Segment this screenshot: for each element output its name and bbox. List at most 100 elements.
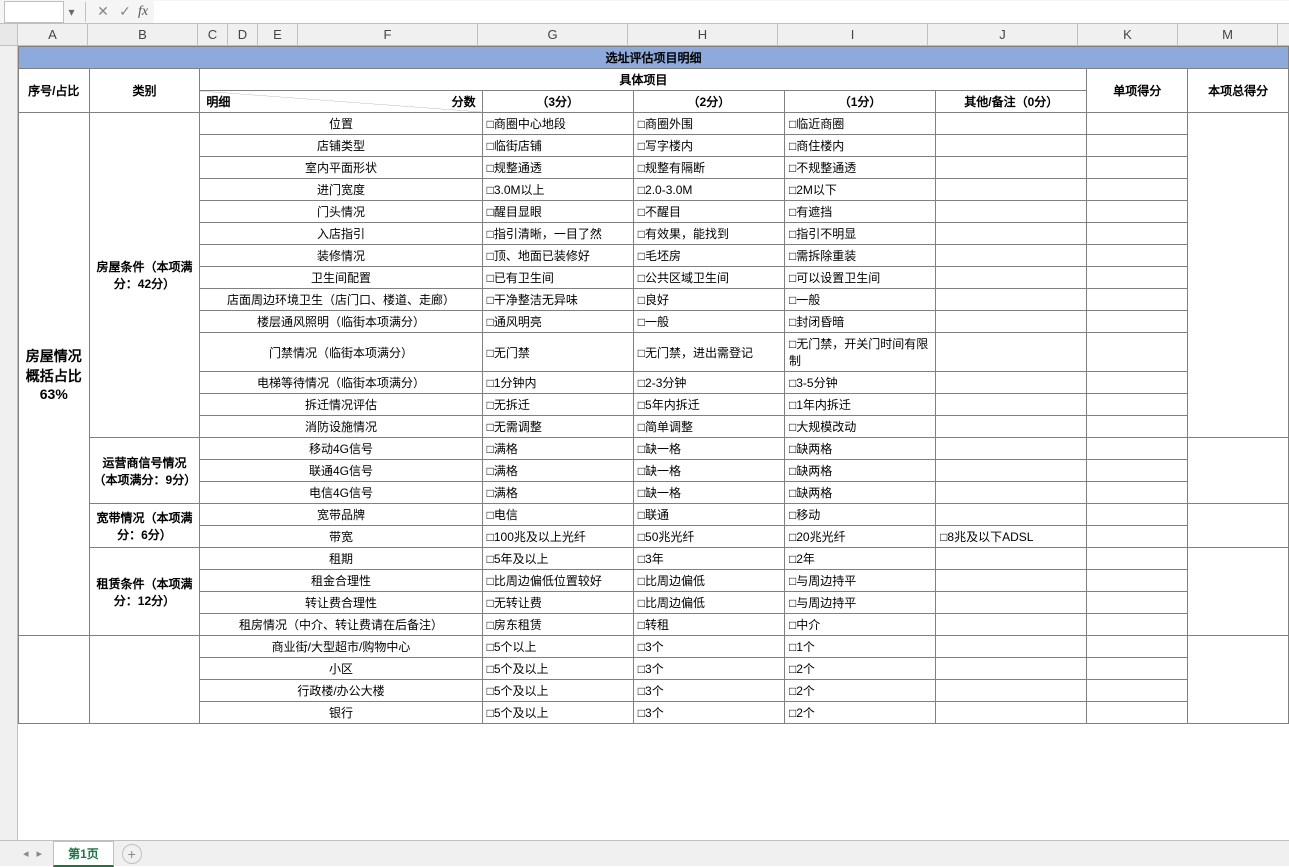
- option-other[interactable]: [936, 658, 1087, 680]
- option-3[interactable]: □5个以上: [482, 636, 633, 658]
- option-3[interactable]: □干净整洁无异味: [482, 289, 633, 311]
- detail-cell[interactable]: 店面周边环境卫生（店门口、楼道、走廊）: [200, 289, 482, 311]
- group-total-cell[interactable]: [1188, 636, 1289, 724]
- option-other[interactable]: [936, 570, 1087, 592]
- option-2[interactable]: □3个: [633, 636, 784, 658]
- option-other[interactable]: [936, 201, 1087, 223]
- single-score-cell[interactable]: [1087, 460, 1188, 482]
- detail-cell[interactable]: 宽带品牌: [200, 504, 482, 526]
- detail-cell[interactable]: 租房情况（中介、转让费请在后备注）: [200, 614, 482, 636]
- option-other[interactable]: [936, 223, 1087, 245]
- option-1[interactable]: □封闭昏暗: [784, 311, 935, 333]
- option-1[interactable]: □2个: [784, 680, 935, 702]
- column-header-C[interactable]: C: [198, 24, 228, 45]
- option-3[interactable]: □满格: [482, 482, 633, 504]
- option-1[interactable]: □有遮挡: [784, 201, 935, 223]
- column-header-E[interactable]: E: [258, 24, 298, 45]
- option-2[interactable]: □有效果，能找到: [633, 223, 784, 245]
- option-other[interactable]: [936, 179, 1087, 201]
- option-other[interactable]: [936, 680, 1087, 702]
- detail-cell[interactable]: 商业街/大型超市/购物中心: [200, 636, 482, 658]
- single-score-cell[interactable]: [1087, 636, 1188, 658]
- option-other[interactable]: [936, 394, 1087, 416]
- single-score-cell[interactable]: [1087, 179, 1188, 201]
- option-2[interactable]: □毛坯房: [633, 245, 784, 267]
- option-3[interactable]: □满格: [482, 438, 633, 460]
- option-2[interactable]: □3年: [633, 548, 784, 570]
- single-score-cell[interactable]: [1087, 113, 1188, 135]
- fx-icon[interactable]: fx: [138, 4, 148, 20]
- spreadsheet-grid[interactable]: 选址评估项目明细序号/占比类别具体项目单项得分本项总得分分数明细（3分）（2分）…: [18, 46, 1289, 724]
- detail-cell[interactable]: 门头情况: [200, 201, 482, 223]
- option-3[interactable]: □房东租赁: [482, 614, 633, 636]
- single-score-cell[interactable]: [1087, 680, 1188, 702]
- column-header-M[interactable]: M: [1178, 24, 1278, 45]
- column-header-G[interactable]: G: [478, 24, 628, 45]
- option-3[interactable]: □5个及以上: [482, 658, 633, 680]
- option-3[interactable]: □无需调整: [482, 416, 633, 438]
- option-3[interactable]: □无拆迁: [482, 394, 633, 416]
- column-header-D[interactable]: D: [228, 24, 258, 45]
- single-score-cell[interactable]: [1087, 482, 1188, 504]
- option-other[interactable]: □8兆及以下ADSL: [936, 526, 1087, 548]
- option-1[interactable]: □与周边持平: [784, 592, 935, 614]
- single-score-cell[interactable]: [1087, 548, 1188, 570]
- option-1[interactable]: □20兆光纤: [784, 526, 935, 548]
- option-2[interactable]: □简单调整: [633, 416, 784, 438]
- detail-cell[interactable]: 拆迁情况评估: [200, 394, 482, 416]
- detail-cell[interactable]: 小区: [200, 658, 482, 680]
- single-score-cell[interactable]: [1087, 201, 1188, 223]
- single-score-cell[interactable]: [1087, 333, 1188, 372]
- detail-cell[interactable]: 入店指引: [200, 223, 482, 245]
- option-1[interactable]: □1个: [784, 636, 935, 658]
- group-total-cell[interactable]: [1188, 113, 1289, 438]
- option-2[interactable]: □比周边偏低: [633, 592, 784, 614]
- option-other[interactable]: [936, 592, 1087, 614]
- option-1[interactable]: □不规整通透: [784, 157, 935, 179]
- single-score-cell[interactable]: [1087, 372, 1188, 394]
- detail-cell[interactable]: 行政楼/办公大楼: [200, 680, 482, 702]
- option-3[interactable]: □比周边偏低位置较好: [482, 570, 633, 592]
- detail-cell[interactable]: 进门宽度: [200, 179, 482, 201]
- option-2[interactable]: □不醒目: [633, 201, 784, 223]
- detail-cell[interactable]: 银行: [200, 702, 482, 724]
- option-other[interactable]: [936, 135, 1087, 157]
- option-1[interactable]: □缺两格: [784, 482, 935, 504]
- detail-cell[interactable]: 装修情况: [200, 245, 482, 267]
- single-score-cell[interactable]: [1087, 245, 1188, 267]
- option-3[interactable]: □规整通透: [482, 157, 633, 179]
- option-1[interactable]: □缺两格: [784, 438, 935, 460]
- option-other[interactable]: [936, 157, 1087, 179]
- group-total-cell[interactable]: [1188, 548, 1289, 636]
- column-header-H[interactable]: H: [628, 24, 778, 45]
- option-other[interactable]: [936, 702, 1087, 724]
- single-score-cell[interactable]: [1087, 223, 1188, 245]
- option-3[interactable]: □通风明亮: [482, 311, 633, 333]
- column-header-B[interactable]: B: [88, 24, 198, 45]
- select-all-corner[interactable]: [0, 24, 18, 45]
- option-2[interactable]: □3个: [633, 702, 784, 724]
- option-3[interactable]: □醒目显眼: [482, 201, 633, 223]
- option-1[interactable]: □移动: [784, 504, 935, 526]
- option-3[interactable]: □1分钟内: [482, 372, 633, 394]
- detail-cell[interactable]: 电梯等待情况（临街本项满分）: [200, 372, 482, 394]
- option-other[interactable]: [936, 482, 1087, 504]
- option-2[interactable]: □比周边偏低: [633, 570, 784, 592]
- grid-area[interactable]: 选址评估项目明细序号/占比类别具体项目单项得分本项总得分分数明细（3分）（2分）…: [18, 46, 1289, 840]
- option-2[interactable]: □写字楼内: [633, 135, 784, 157]
- option-other[interactable]: [936, 372, 1087, 394]
- option-1[interactable]: □大规模改动: [784, 416, 935, 438]
- group-total-cell[interactable]: [1188, 438, 1289, 504]
- option-3[interactable]: □指引清晰，一目了然: [482, 223, 633, 245]
- option-other[interactable]: [936, 416, 1087, 438]
- single-score-cell[interactable]: [1087, 267, 1188, 289]
- option-2[interactable]: □缺一格: [633, 460, 784, 482]
- option-2[interactable]: □一般: [633, 311, 784, 333]
- option-1[interactable]: □需拆除重装: [784, 245, 935, 267]
- option-3[interactable]: □无转让费: [482, 592, 633, 614]
- option-3[interactable]: □满格: [482, 460, 633, 482]
- option-1[interactable]: □商住楼内: [784, 135, 935, 157]
- option-3[interactable]: □临街店铺: [482, 135, 633, 157]
- detail-cell[interactable]: 楼层通风照明（临街本项满分）: [200, 311, 482, 333]
- detail-cell[interactable]: 转让费合理性: [200, 592, 482, 614]
